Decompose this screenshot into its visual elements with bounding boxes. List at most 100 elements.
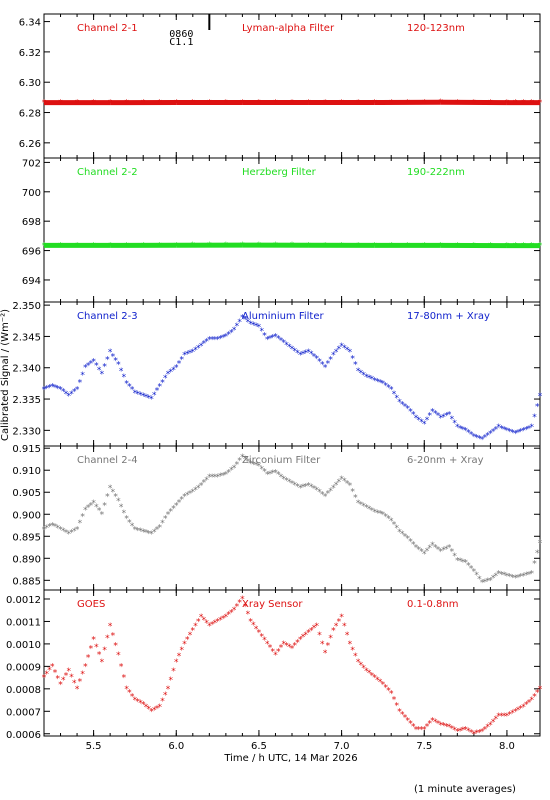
panel-channel-label: Channel 2-4	[77, 455, 138, 466]
data-point: *	[295, 638, 300, 648]
data-point: *	[47, 523, 52, 533]
data-point: *	[102, 363, 107, 373]
data-point: *	[91, 499, 96, 509]
y-axis-label: Calibrated Signal / (Wm⁻²)	[0, 309, 11, 441]
data-point: *	[237, 457, 242, 467]
data-point: *	[72, 527, 77, 537]
data-point: *	[97, 366, 102, 376]
data-point: *	[295, 482, 300, 492]
data-point: *	[240, 314, 245, 324]
data-point: *	[320, 640, 325, 650]
data-point: *	[262, 468, 267, 478]
data-point: *	[188, 490, 193, 500]
data-point: *	[433, 410, 438, 420]
data-point: *	[383, 683, 388, 693]
panel-channel-label: Channel 2-2	[77, 167, 138, 178]
data-point: *	[58, 241, 63, 251]
data-point: *	[163, 515, 168, 525]
data-point: *	[326, 641, 331, 651]
data-point: *	[100, 370, 105, 380]
y-tick-label: 696	[22, 247, 41, 258]
data-point: *	[273, 332, 278, 342]
data-point: *	[268, 644, 273, 654]
data-point: *	[180, 355, 185, 365]
data-point: *	[372, 674, 377, 684]
y-tick-label: 6.32	[19, 48, 41, 59]
data-point: *	[386, 686, 391, 696]
data-point: *	[108, 241, 113, 251]
data-point: *	[185, 635, 190, 645]
data-point: *	[157, 523, 162, 533]
data-point: *	[213, 473, 218, 483]
data-point: *	[83, 662, 88, 672]
data-point: *	[279, 473, 284, 483]
data-point: *	[345, 346, 350, 356]
data-point: *	[494, 572, 499, 582]
data-point: *	[538, 685, 543, 695]
data-point: *	[163, 374, 168, 384]
data-point: *	[306, 482, 311, 492]
y-tick-label: 2.340	[12, 364, 41, 375]
data-point: *	[188, 349, 193, 359]
data-point: *	[113, 356, 118, 366]
data-point: *	[378, 378, 383, 388]
data-point: *	[135, 390, 140, 400]
data-point: *	[185, 350, 190, 360]
data-point: *	[144, 393, 149, 403]
data-point: *	[127, 518, 132, 528]
data-point: *	[259, 465, 264, 475]
data-point: *	[312, 485, 317, 495]
data-point: *	[320, 361, 325, 371]
data-point: *	[411, 540, 416, 550]
data-point: *	[210, 620, 215, 630]
y-tick-label: 0.0008	[6, 685, 41, 696]
data-point: *	[58, 680, 63, 690]
data-point: *	[524, 571, 529, 581]
data-point: *	[119, 662, 124, 672]
data-point: *	[42, 674, 47, 684]
data-point: *	[246, 610, 251, 620]
data-point: *	[301, 483, 306, 493]
data-point: *	[141, 392, 146, 402]
data-point: *	[257, 629, 262, 639]
data-point: *	[389, 98, 394, 108]
data-point: *	[538, 392, 543, 402]
data-point: *	[64, 671, 69, 681]
data-point: *	[191, 241, 196, 251]
data-point: *	[188, 631, 193, 641]
data-point: *	[518, 573, 523, 583]
data-point: *	[422, 550, 427, 560]
data-point: *	[350, 354, 355, 364]
data-point: *	[505, 242, 510, 252]
data-point: *	[461, 726, 466, 736]
data-point: *	[174, 364, 179, 374]
data-point: *	[430, 716, 435, 726]
data-point: *	[102, 646, 107, 656]
y-tick-label: 0.895	[12, 532, 41, 543]
data-point: *	[221, 333, 226, 343]
data-point: *	[510, 709, 515, 719]
data-point: *	[444, 722, 449, 732]
data-point: *	[61, 527, 66, 537]
data-point: *	[425, 547, 430, 557]
data-point: *	[328, 634, 333, 644]
data-point: *	[215, 336, 220, 346]
data-point: *	[361, 664, 366, 674]
data-point: *	[502, 712, 507, 722]
data-point: *	[505, 426, 510, 436]
data-point: *	[42, 526, 47, 536]
data-point: *	[466, 562, 471, 572]
data-point: *	[375, 377, 380, 387]
data-point: *	[86, 653, 91, 663]
data-point: *	[411, 411, 416, 421]
data-point: *	[433, 543, 438, 553]
data-point: *	[116, 651, 121, 661]
data-point: *	[124, 685, 129, 695]
data-point: *	[488, 99, 493, 109]
y-tick-label: 0.885	[12, 576, 41, 587]
data-point: *	[119, 367, 124, 377]
y-tick-label: 6.28	[19, 109, 41, 120]
data-point: *	[42, 241, 47, 251]
data-point: *	[405, 241, 410, 251]
data-point: *	[414, 414, 419, 424]
